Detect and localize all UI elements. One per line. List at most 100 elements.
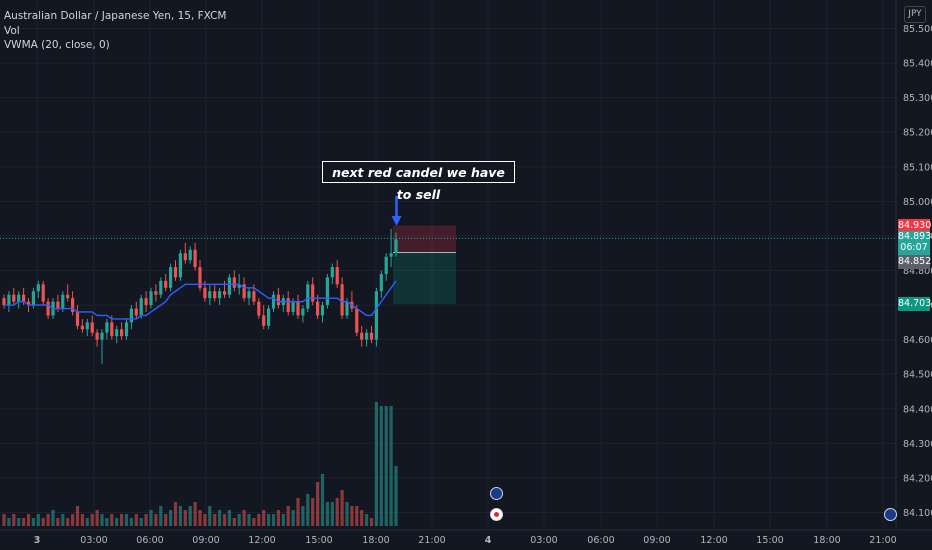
candle-body [360, 332, 364, 340]
price-tick-label: 85.500 [903, 24, 932, 35]
volume-bar [139, 518, 143, 526]
volume-bars [2, 402, 398, 526]
candle-body [394, 239, 398, 254]
candle-body [296, 301, 300, 316]
volume-bar [80, 514, 84, 526]
volume-bar [183, 510, 187, 526]
currency-button[interactable]: JPY [904, 6, 926, 23]
candle-body [389, 253, 393, 257]
time-tick-label: 18:00 [813, 535, 840, 546]
volume-bar [17, 518, 21, 526]
au-flag-event-icon-right[interactable] [884, 508, 897, 521]
last-price-value: 84.893 [898, 231, 932, 243]
price-tick-label: 84.600 [903, 335, 932, 346]
annotation-textbox[interactable]: next red candel we have to sell [322, 161, 515, 202]
volume-bar [262, 510, 266, 526]
volume-bar [66, 518, 70, 526]
volume-bar [267, 514, 271, 526]
price-tick-label: 84.500 [903, 370, 932, 381]
volume-bar [61, 514, 65, 526]
volume-bar [36, 514, 40, 526]
candle-body [213, 291, 217, 299]
stop-price-value: 84.930 [898, 219, 932, 231]
volume-bar [311, 498, 315, 526]
volume-bar [355, 506, 359, 526]
last-price-tag: 84.893 06:07 [898, 231, 932, 256]
price-axis[interactable]: 85.50085.40085.30085.20085.10085.00084.9… [903, 24, 932, 519]
price-tick-label: 84.100 [903, 508, 932, 519]
candle-body [100, 332, 104, 340]
volume-bar [281, 514, 285, 526]
time-tick-label: 06:00 [587, 535, 614, 546]
volume-bar [276, 510, 280, 526]
volume-bar [169, 510, 173, 526]
candle-body [80, 325, 84, 330]
time-axis[interactable]: 3 03:00 06:00 09:00 12:00 15:00 18:00 21:00 4 03:… [34, 535, 897, 546]
candle-body [124, 322, 129, 337]
candle-body [340, 284, 344, 316]
symbol-title[interactable]: Australian Dollar / Japanese Yen, 15, FX… [4, 10, 227, 22]
candle-body [169, 267, 173, 288]
volume-bar [237, 514, 241, 526]
price-tick-label: 85.300 [903, 93, 932, 104]
volume-bar [110, 514, 114, 526]
entry-price-tag: 84.852 [898, 254, 931, 269]
candle-body [31, 291, 35, 306]
candle-body [36, 284, 40, 292]
candle-body [247, 291, 251, 299]
candle-body [12, 294, 16, 302]
down-arrow-icon [391, 196, 402, 226]
volume-bar [218, 510, 222, 526]
price-tick-label: 84.200 [903, 473, 932, 484]
vwma-indicator-label[interactable]: VWMA (20, close, 0) [4, 39, 110, 51]
candle-body [335, 267, 339, 285]
candle-body [61, 294, 65, 309]
price-tick-label: 84.400 [903, 404, 932, 415]
volume-bar [227, 510, 231, 526]
volume-bar [203, 514, 207, 526]
target-price-value: 84.703 [898, 298, 932, 310]
volume-bar [252, 518, 256, 526]
candle-body [71, 298, 75, 312]
candle-body [149, 291, 153, 306]
volume-bar [2, 514, 6, 526]
volume-bar [320, 474, 325, 526]
volume-bar [159, 506, 163, 526]
jp-flag-event-icon[interactable] [490, 508, 503, 521]
volume-bar [134, 514, 138, 526]
au-flag-event-icon[interactable] [490, 487, 503, 500]
volume-bar [345, 502, 349, 526]
candle-body [257, 301, 261, 316]
candle-body [379, 273, 383, 292]
time-tick-label: 03:00 [530, 535, 557, 546]
volume-bar [31, 518, 35, 526]
candle-body [22, 294, 26, 302]
candle-body [46, 301, 50, 316]
volume-bar [296, 498, 300, 526]
volume-bar [208, 506, 212, 526]
volume-indicator-label[interactable]: Vol [4, 24, 20, 37]
candle-body [208, 291, 212, 299]
volume-bar [188, 506, 192, 526]
price-tick-label: 85.000 [903, 197, 932, 208]
take-profit-zone [393, 252, 456, 305]
bar-countdown: 06:07 [900, 242, 928, 254]
candle-body [110, 322, 114, 337]
candle-body [66, 294, 70, 299]
candle-body [227, 277, 231, 295]
price-tick-label: 85.400 [903, 59, 932, 70]
candle-body [355, 308, 359, 333]
candle-body [232, 277, 236, 288]
candle-body [41, 284, 45, 302]
volume-bar [306, 494, 310, 526]
short-position-tool[interactable] [393, 225, 456, 305]
jp-flag-dot [494, 512, 499, 517]
volume-bar [365, 514, 369, 526]
volume-bar [95, 510, 99, 526]
target-price-tag: 84.703 [898, 297, 932, 312]
candle-body [374, 291, 378, 340]
candle-body [242, 284, 246, 299]
volume-bar [379, 406, 383, 526]
volume-bar [340, 490, 344, 526]
